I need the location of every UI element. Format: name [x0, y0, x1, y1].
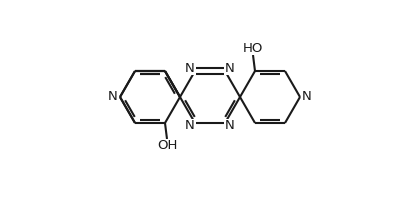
- Text: N: N: [225, 62, 235, 75]
- Text: N: N: [185, 62, 195, 75]
- Text: N: N: [108, 90, 118, 104]
- Text: OH: OH: [157, 139, 177, 152]
- Text: N: N: [185, 119, 195, 132]
- Text: N: N: [302, 90, 312, 104]
- Text: N: N: [225, 119, 235, 132]
- Text: HO: HO: [243, 42, 263, 55]
